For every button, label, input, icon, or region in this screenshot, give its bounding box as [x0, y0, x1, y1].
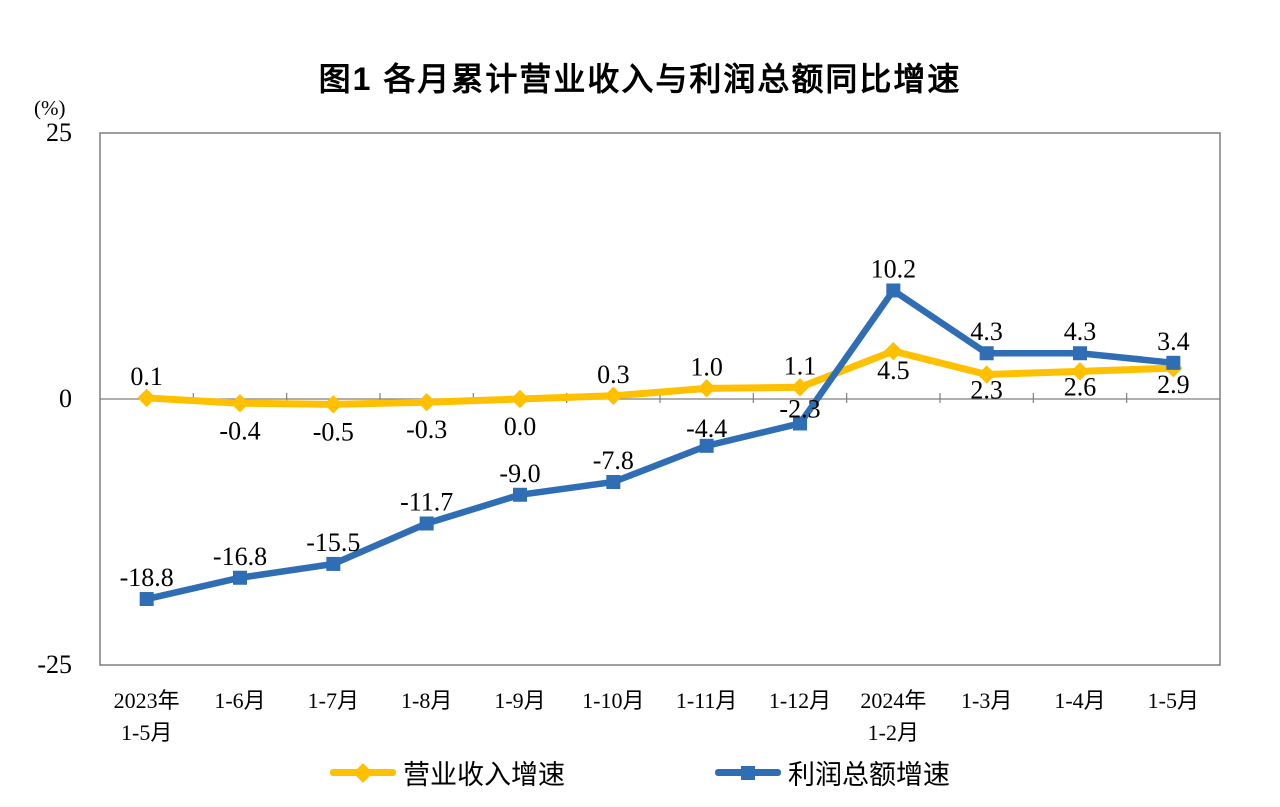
data-label: 3.4 — [1157, 327, 1190, 356]
square-marker-icon — [741, 765, 755, 780]
y-axis-tick-label-max: 25 — [46, 118, 72, 147]
y-axis-tick-label-zero: 0 — [59, 384, 72, 413]
diamond-marker-icon — [353, 762, 373, 783]
data-label: -18.8 — [120, 563, 174, 592]
x-axis-label: 1-8月 — [401, 688, 452, 713]
x-axis-label: 1-4月 — [1054, 688, 1105, 713]
profit-series-swatch-icon — [715, 765, 781, 780]
data-label: 10.2 — [871, 254, 917, 283]
data-label: -15.5 — [306, 528, 360, 557]
data-label: 2.6 — [1064, 372, 1097, 401]
data-label: 2.9 — [1157, 370, 1190, 399]
data-label: 4.5 — [877, 356, 910, 385]
x-axis-label: 1-3月 — [961, 688, 1012, 713]
data-label: 2.3 — [970, 376, 1003, 405]
x-axis-label: 2023年 1-5月 — [114, 688, 180, 745]
x-axis-label: 1-10月 — [582, 688, 644, 713]
x-axis-label: 1-7月 — [308, 688, 359, 713]
x-axis-label: 1-11月 — [676, 688, 738, 713]
x-axis-label: 1-5月 — [1148, 688, 1199, 713]
chart-legend: 营业收入增速 利润总额增速 — [0, 753, 1280, 792]
y-axis-tick-label-min: -25 — [37, 650, 72, 679]
data-label: 1.0 — [690, 352, 723, 381]
data-label: -0.3 — [406, 415, 447, 444]
data-label: -9.0 — [499, 459, 540, 488]
chart-title: 图1 各月累计营业收入与利润总额同比增速 — [318, 61, 962, 97]
data-label: -0.5 — [313, 417, 354, 446]
data-label: -11.7 — [400, 487, 453, 516]
data-label: 0.3 — [597, 360, 630, 389]
data-label: -16.8 — [213, 542, 267, 571]
data-label: 0.1 — [130, 362, 163, 391]
legend-label-profit: 利润总额增速 — [788, 760, 950, 790]
data-label: 0.0 — [504, 412, 537, 441]
data-label: 4.3 — [970, 317, 1003, 346]
x-axis-label: 1-12月 — [769, 688, 831, 713]
y-axis-unit-label: (%) — [34, 96, 66, 120]
profit-series — [139, 283, 1181, 607]
data-label: 1.1 — [784, 351, 817, 380]
x-axis-label: 2024年 1-2月 — [860, 688, 926, 745]
x-axis-label: 1-9月 — [494, 688, 545, 713]
data-label: 4.3 — [1064, 317, 1097, 346]
data-label: -0.4 — [219, 416, 260, 445]
revenue-series-swatch-icon — [330, 762, 396, 783]
legend-label-revenue: 营业收入增速 — [403, 760, 565, 790]
data-label: -7.8 — [593, 446, 634, 475]
legend-item-profit: 利润总额增速 — [715, 753, 950, 792]
data-label: -4.4 — [686, 414, 727, 443]
x-axis-label: 1-6月 — [214, 688, 265, 713]
legend-item-revenue: 营业收入增速 — [330, 753, 565, 792]
data-label: -2.3 — [779, 394, 820, 423]
